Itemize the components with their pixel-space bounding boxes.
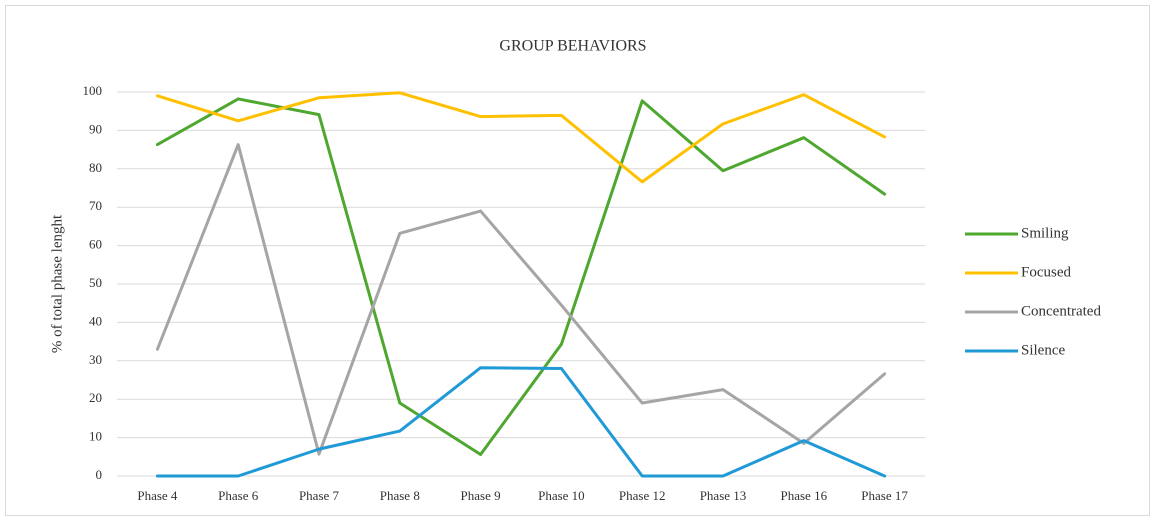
- chart-border: [5, 5, 1150, 516]
- x-tick-label: Phase 10: [538, 488, 585, 503]
- y-tick-label: 80: [89, 160, 102, 175]
- x-tick-label: Phase 9: [461, 488, 501, 503]
- y-tick-label: 40: [89, 313, 102, 328]
- series-line: [155, 91, 887, 184]
- x-tick-label: Phase 12: [619, 488, 666, 503]
- series-line: [155, 143, 887, 456]
- legend-label: Concentrated: [1021, 303, 1101, 319]
- y-tick-label: 100: [83, 83, 103, 98]
- x-tick-label: Phase 7: [299, 488, 340, 503]
- y-tick-label: 70: [89, 198, 102, 213]
- legend-label: Focused: [1021, 264, 1071, 280]
- y-tick-label: 30: [89, 352, 102, 367]
- x-tick-label: Phase 8: [380, 488, 420, 503]
- y-axis-label: % of total phase lenght: [49, 214, 65, 353]
- x-tick-label: Phase 13: [700, 488, 747, 503]
- y-tick-label: 10: [89, 429, 102, 444]
- series-line: [155, 97, 887, 456]
- chart-title: GROUP BEHAVIORS: [499, 38, 646, 55]
- legend-label: Silence: [1021, 342, 1065, 358]
- x-tick-label: Phase 6: [218, 488, 259, 503]
- legend-label: Smiling: [1021, 225, 1069, 241]
- y-tick-label: 20: [89, 390, 102, 405]
- x-tick-label: Phase 16: [781, 488, 828, 503]
- y-tick-label: 90: [89, 121, 102, 136]
- y-tick-label: 60: [89, 237, 102, 252]
- series-line: [155, 366, 887, 478]
- x-tick-label: Phase 4: [137, 488, 178, 503]
- x-tick-label: Phase 17: [861, 488, 908, 503]
- y-tick-label: 0: [96, 467, 103, 482]
- y-tick-label: 50: [89, 275, 102, 290]
